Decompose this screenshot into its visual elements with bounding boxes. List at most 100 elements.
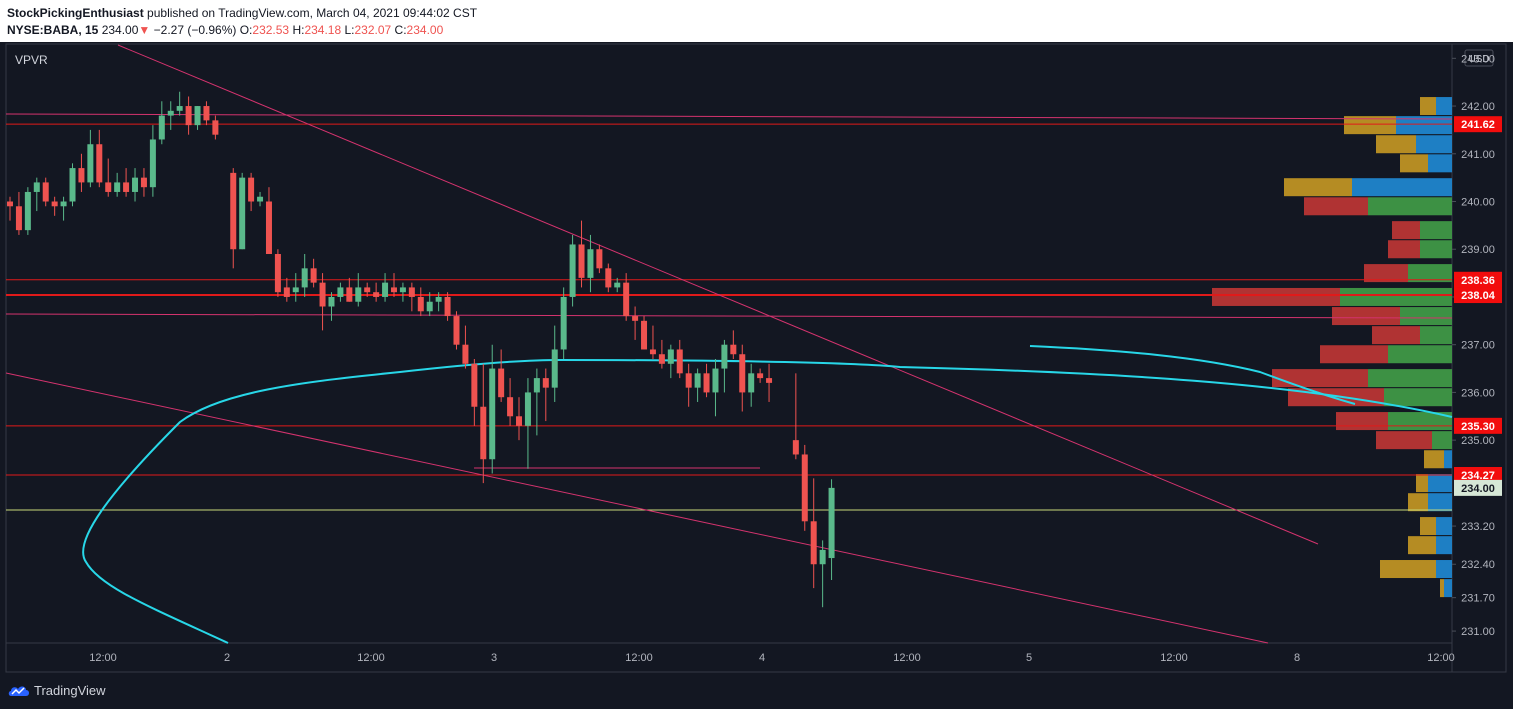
candle-body[interactable] — [105, 182, 112, 192]
candle-body[interactable] — [257, 196, 264, 202]
candle-body[interactable] — [140, 177, 147, 188]
publisher-name[interactable]: StockPickingEnthusiast — [7, 6, 144, 20]
candle-body[interactable] — [462, 344, 469, 364]
candle-body[interactable] — [417, 296, 424, 312]
candle-body[interactable] — [453, 316, 460, 345]
candle-body[interactable] — [524, 392, 531, 426]
candle-body[interactable] — [641, 320, 648, 350]
candle-body[interactable] — [123, 182, 130, 192]
candle-body[interactable] — [658, 354, 665, 364]
candle-body[interactable] — [382, 282, 389, 297]
candle-body[interactable] — [319, 282, 326, 307]
candle-body[interactable] — [239, 177, 246, 250]
candle-body[interactable] — [748, 373, 755, 393]
candle-body[interactable] — [739, 354, 746, 393]
mid-channel-line[interactable] — [5, 313, 1453, 319]
candle-body[interactable] — [828, 487, 835, 559]
price-axis[interactable]: 243.00242.00241.00240.00239.00238.00237.… — [1452, 53, 1495, 638]
candle-body[interactable] — [489, 368, 496, 460]
candle-body[interactable] — [132, 177, 139, 192]
candle-body[interactable] — [60, 201, 67, 207]
candle-body[interactable] — [355, 287, 362, 302]
candle-body[interactable] — [408, 287, 415, 297]
candle-body[interactable] — [712, 368, 719, 393]
lower-trendline[interactable] — [5, 372, 1269, 644]
candle-body[interactable] — [176, 106, 183, 111]
candle-body[interactable] — [328, 296, 335, 307]
candle-body[interactable] — [212, 120, 219, 135]
candle-body[interactable] — [542, 378, 549, 388]
candle-body[interactable] — [230, 172, 237, 250]
candle-body[interactable] — [605, 268, 612, 288]
candle-body[interactable] — [533, 378, 540, 393]
candle-body[interactable] — [337, 287, 344, 297]
candle-body[interactable] — [373, 292, 380, 297]
upper-channel-line[interactable] — [5, 113, 1453, 120]
candle-body[interactable] — [346, 287, 353, 302]
currency-badge[interactable] — [1464, 49, 1494, 67]
candle-body[interactable] — [248, 177, 255, 202]
candle-body[interactable] — [364, 287, 371, 293]
price-chart[interactable]: VPVR USD 243.00242.00241.00240.00239.002… — [0, 42, 1513, 673]
candle-body[interactable] — [301, 268, 308, 288]
candle-body[interactable] — [578, 244, 585, 278]
candle-body[interactable] — [399, 287, 406, 293]
candle-body[interactable] — [676, 349, 683, 374]
candle-body[interactable] — [7, 201, 13, 207]
candle-body[interactable] — [471, 363, 478, 407]
candle-body[interactable] — [730, 344, 737, 355]
upper-trendline[interactable] — [117, 44, 1319, 545]
candle-body[interactable] — [516, 416, 523, 426]
candle-body[interactable] — [551, 349, 558, 388]
candle-body[interactable] — [721, 344, 728, 369]
candle-body[interactable] — [632, 316, 639, 321]
candle-body[interactable] — [649, 349, 656, 355]
candle-body[interactable] — [149, 139, 156, 188]
candle-body[interactable] — [390, 287, 397, 293]
candle-body[interactable] — [33, 182, 40, 192]
candle-body[interactable] — [792, 440, 799, 455]
candle-body[interactable] — [265, 201, 272, 255]
candle-body[interactable] — [507, 397, 514, 417]
candle-body[interactable] — [766, 378, 773, 383]
candle-body[interactable] — [694, 373, 701, 388]
candle-body[interactable] — [426, 301, 433, 312]
candle-body[interactable] — [685, 373, 692, 388]
candle-body[interactable] — [801, 454, 808, 522]
candle-body[interactable] — [292, 287, 299, 293]
candle-body[interactable] — [203, 106, 210, 121]
candle-body[interactable] — [310, 268, 317, 283]
tradingview-logo[interactable]: TradingView — [8, 683, 106, 698]
candle-body[interactable] — [560, 296, 567, 350]
candle-body[interactable] — [87, 144, 94, 183]
candle-body[interactable] — [96, 144, 103, 183]
candle-body[interactable] — [185, 106, 192, 126]
candle-body[interactable] — [194, 106, 201, 126]
candle-body[interactable] — [24, 191, 31, 231]
vwap-curve[interactable] — [82, 358, 1453, 644]
vwap-projection[interactable] — [1029, 345, 1356, 405]
symbol-label[interactable]: NYSE:BABA, 15 — [7, 23, 99, 37]
candle-body[interactable] — [819, 549, 826, 565]
candle-body[interactable] — [78, 168, 85, 183]
candle-body[interactable] — [158, 115, 165, 140]
candle-body[interactable] — [757, 373, 764, 379]
candle-body[interactable] — [587, 249, 594, 278]
candle-body[interactable] — [42, 182, 49, 202]
indicator-label[interactable]: VPVR — [15, 53, 48, 67]
candle-body[interactable] — [283, 287, 290, 297]
candle-body[interactable] — [444, 296, 451, 317]
candle-body[interactable] — [569, 244, 576, 297]
candle-body[interactable] — [810, 521, 817, 565]
candle-body[interactable] — [596, 249, 603, 269]
candle-body[interactable] — [114, 182, 121, 192]
candle-body[interactable] — [498, 368, 505, 398]
candle-body[interactable] — [703, 373, 710, 393]
candle-body[interactable] — [435, 296, 442, 302]
candle-body[interactable] — [667, 349, 674, 364]
candle-body[interactable] — [167, 110, 174, 116]
candle-body[interactable] — [480, 406, 487, 460]
candle-body[interactable] — [623, 282, 630, 317]
time-axis[interactable]: 12:00 2 12:00 3 12:00 4 12:00 5 12:00 8 12:00 — [89, 652, 1455, 664]
candle-body[interactable] — [614, 282, 621, 288]
